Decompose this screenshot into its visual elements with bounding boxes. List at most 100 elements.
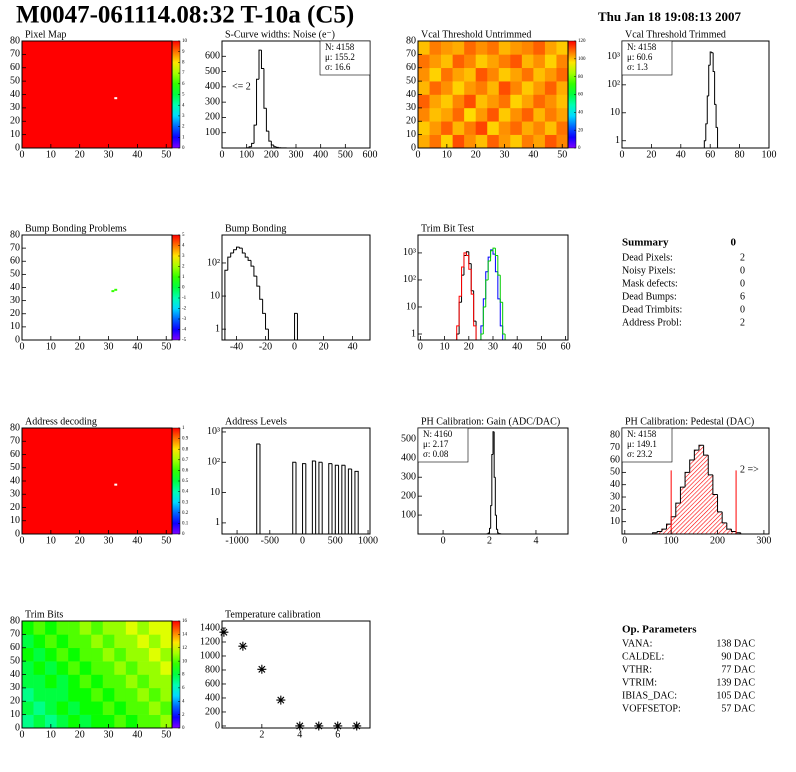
x-tick-label: 0 — [620, 149, 625, 160]
heatmap-cell — [33, 674, 46, 689]
heatmap-cell — [148, 687, 161, 702]
plot-frame — [221, 620, 371, 729]
chart-title: Vcal Threshold Trimmed — [625, 29, 726, 40]
y-tick-label: 60 — [10, 62, 20, 73]
y-tick-label: 80 — [406, 35, 416, 46]
heatmap-cell — [68, 687, 80, 702]
histogram-bin — [248, 146, 252, 148]
histogram-fill — [717, 511, 723, 534]
histogram-bin — [294, 312, 298, 340]
heatmap-cell — [137, 674, 150, 689]
heatmap-cell — [91, 661, 104, 675]
histogram-bin — [730, 529, 737, 533]
heatmap-cell — [487, 41, 500, 55]
y-tick-label: 400 — [205, 81, 220, 92]
y-tick-label: 1 — [215, 517, 220, 528]
heatmap-cell — [22, 647, 34, 662]
chart-panel: Vcal Threshold Untrimmed0204060801001200… — [406, 29, 586, 160]
x-tick-label: 20 — [75, 729, 85, 740]
x-tick-label: 20 — [319, 341, 329, 352]
heatmap-cell — [102, 701, 115, 715]
heatmap-cell — [429, 121, 442, 135]
heatmap-cell — [56, 687, 69, 702]
histogram-bin — [684, 471, 690, 488]
heatmap-cell — [22, 428, 173, 535]
heatmap-cell — [56, 701, 69, 715]
heatmap-cell — [137, 634, 150, 649]
y-tick-label: 40 — [406, 89, 416, 100]
op-parameter-value: 77 DAC — [721, 664, 755, 675]
x-tick-label: 10 — [46, 341, 56, 352]
histogram-bin — [250, 260, 254, 267]
summary-count: 6 — [740, 291, 745, 302]
histogram-bin — [463, 252, 467, 268]
heatmap-cell — [475, 134, 488, 149]
heatmap-cell — [160, 647, 173, 662]
heatmap-cell — [429, 94, 442, 109]
x-tick-label: 2 — [487, 535, 492, 546]
summary-count: 0 — [740, 304, 745, 315]
x-tick-label: 0 — [20, 729, 25, 740]
histogram-fill — [680, 487, 686, 534]
y-tick-label: 0 — [411, 142, 416, 153]
x-tick-label: -1000 — [225, 535, 248, 546]
y-tick-label: 400 — [401, 453, 416, 464]
heatmap-cell — [148, 661, 161, 675]
color-bar-label: 2 — [182, 713, 185, 718]
stats-line: N: 4158 — [627, 42, 657, 52]
histogram-bin — [693, 449, 699, 461]
summary-count: 2 — [740, 252, 745, 263]
heatmap-cell — [148, 647, 161, 662]
heatmap-cell — [137, 621, 150, 635]
histogram-bin — [260, 50, 264, 70]
x-tick-label: 30 — [104, 149, 114, 160]
histogram-bin — [703, 445, 709, 456]
chart-title: Temperature calibration — [225, 609, 321, 620]
y-tick-label: 20 — [10, 308, 20, 319]
heatmap-cell — [429, 41, 442, 55]
heatmap-cell — [418, 54, 430, 69]
x-tick-label: 2 — [259, 729, 264, 740]
heatmap-cell — [533, 94, 546, 109]
color-bar-label: -1 — [182, 296, 187, 301]
heatmap-cell — [464, 81, 476, 95]
heatmap-cell — [487, 121, 500, 135]
y-tick-label: 80 — [610, 430, 620, 441]
heatmap-cell — [102, 621, 115, 635]
x-tick-label: 0 — [292, 341, 297, 352]
chart-title: Vcal Threshold Untrimmed — [421, 29, 531, 40]
heatmap-cell — [452, 134, 465, 149]
op-parameter-value: 105 DAC — [716, 690, 755, 701]
color-bar-label: 3 — [182, 114, 185, 119]
y-tick-label: 50 — [10, 269, 20, 280]
heatmap-cell — [68, 647, 80, 662]
heatmap-cell — [22, 687, 34, 702]
histogram-bin — [717, 494, 723, 513]
y-tick-label: 60 — [10, 642, 20, 653]
heatmap-cell — [45, 661, 57, 675]
op-parameter-value: 90 DAC — [721, 651, 755, 662]
histogram-bin — [251, 142, 255, 147]
chart-title: PH Calibration: Pedestal (DAC) — [625, 416, 754, 427]
summary-title: Summary — [622, 237, 669, 249]
histogram-bin — [265, 313, 269, 330]
histogram-bin — [487, 260, 491, 280]
histogram-fill — [708, 474, 713, 534]
heatmap-cell — [79, 701, 92, 715]
heatmap-cell — [521, 54, 534, 69]
plot-frame — [621, 427, 770, 535]
heatmap-cell — [487, 94, 500, 109]
heatmap-cell — [45, 634, 57, 649]
heatmap-cell — [102, 661, 115, 675]
histogram-bin — [502, 302, 506, 335]
heatmap-cell — [475, 54, 488, 69]
heatmap-cell — [56, 647, 69, 662]
histogram-bin — [497, 255, 501, 276]
x-tick-label: 1000 — [358, 535, 378, 546]
heatmap-cell — [510, 41, 523, 55]
color-bar-label: 5 — [182, 233, 185, 238]
heatmap-cell — [452, 107, 465, 122]
color-bar-label: 3 — [182, 254, 185, 259]
